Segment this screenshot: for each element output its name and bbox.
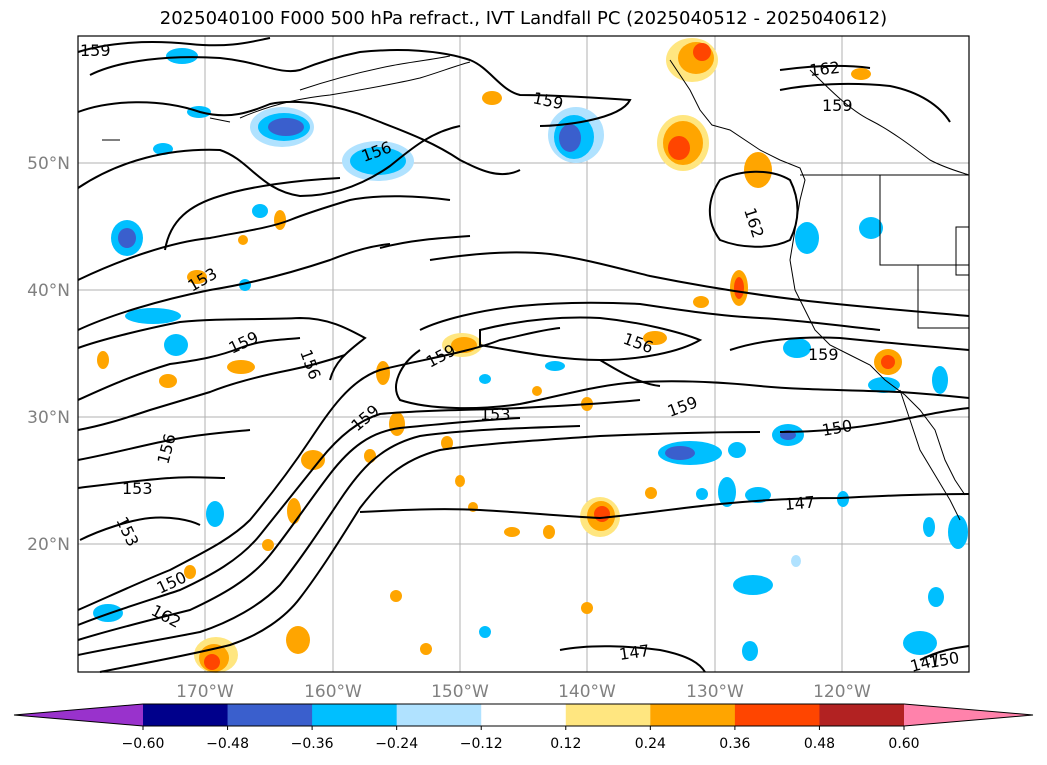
colorbar-tick-label: 0.60: [888, 736, 919, 752]
colorbar-cell: [650, 704, 736, 726]
colorbar-cell: [565, 704, 651, 726]
contour-label: 147: [784, 492, 816, 514]
colorbar-cell: [312, 704, 398, 726]
colorbar-cell: [819, 704, 905, 726]
latitude-labels: 50°N 40°N 30°N 20°N: [27, 154, 70, 555]
colorbar: −0.60 −0.48 −0.36 −0.24 −0.12 0.12 0.24 0.36 0.4…: [13, 703, 1034, 752]
contour-label: 147: [618, 641, 651, 664]
contour-label: 159: [80, 41, 111, 60]
colorbar-tick-label: 0.12: [550, 736, 581, 752]
longitude-labels: 170°W 160°W 150°W 140°W 130°W 120°W: [176, 682, 871, 702]
contour-label: 153: [480, 405, 511, 424]
colorbar-tick-label: 0.48: [804, 736, 835, 752]
colorbar-tick-label: −0.36: [291, 736, 334, 752]
contour-label: 159: [822, 96, 853, 115]
lon-label: 120°W: [813, 682, 871, 702]
lat-label: 30°N: [27, 408, 70, 428]
contour-label: 159: [808, 345, 839, 364]
lon-label: 140°W: [558, 682, 616, 702]
map-frame: [77, 35, 970, 673]
colorbar-tick-label: −0.24: [375, 736, 418, 752]
coastlines: [102, 55, 970, 521]
lon-label: 160°W: [304, 682, 362, 702]
colorbar-extend-max: [904, 704, 1033, 726]
lon-label: 150°W: [431, 682, 489, 702]
colorbar-cell: [481, 704, 567, 726]
colorbar-cell: [396, 704, 482, 726]
refractivity-contours: [77, 37, 970, 673]
plot-title: 2025040100 F000 500 hPa refract., IVT La…: [159, 8, 888, 29]
colorbar-tick-label: 0.24: [635, 736, 666, 752]
colorbar-cell: [143, 704, 229, 726]
colorbar-cell: [734, 704, 820, 726]
contour-label: 153: [122, 479, 153, 498]
colorbar-cell: [227, 704, 313, 726]
colorbar-tick-label: −0.48: [206, 736, 249, 752]
colorbar-tick-label: −0.12: [460, 736, 503, 752]
colorbar-tick-label: 0.36: [719, 736, 750, 752]
colorbar-tick-label: −0.60: [122, 736, 165, 752]
lon-label: 170°W: [176, 682, 234, 702]
lat-label: 40°N: [27, 281, 70, 301]
contour-label: 162: [808, 58, 840, 80]
lat-label: 20°N: [27, 535, 70, 555]
colorbar-extend-min: [14, 704, 143, 726]
lon-label: 130°W: [686, 682, 744, 702]
lat-label: 50°N: [27, 154, 70, 174]
